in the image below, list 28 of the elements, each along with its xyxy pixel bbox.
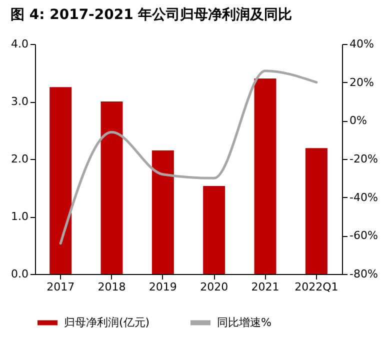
line-series [59,70,318,245]
y-tick-label: 4.0 [11,38,28,50]
y-tick-label: 0.0 [11,268,28,280]
y2-tick-label: 40% [350,38,374,50]
y2-tick-label: 20% [350,76,374,89]
x-tick-label: 2019 [148,280,177,294]
y-tick-label: 1.0 [11,210,28,223]
bar [254,78,276,274]
bar [203,186,226,274]
y-tick-label: 3.0 [11,95,28,108]
y-tick-label: 2.0 [11,152,28,166]
chart-title: 图 4: 2017-2021 年公司归母净利润及同比 [10,6,292,23]
legend-label: 归母净利润(亿元) [64,316,150,329]
y2-tick-label: -20% [350,152,378,166]
y2-tick-label: -40% [350,190,378,204]
bar [305,148,328,274]
x-tick-label: 2018 [98,280,126,294]
x-tick-label: 2017 [46,280,75,294]
y2-tick-label: -80% [350,268,378,280]
y2-tick-label: 0% [350,114,367,128]
y2-tick-label: -60% [350,229,378,242]
bar [50,87,72,274]
bar [152,150,174,274]
x-tick-label: 2022Q1 [294,280,338,294]
bar [100,102,123,274]
x-tick-label: 2020 [200,280,228,294]
x-tick-label: 2021 [251,280,280,294]
legend-label: 同比增速% [217,316,272,329]
